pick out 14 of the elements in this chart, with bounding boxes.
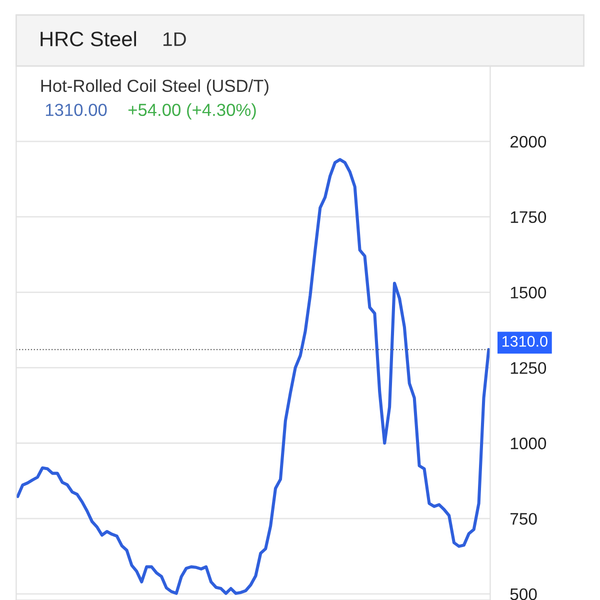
- y-tick-label: 1250: [510, 362, 546, 374]
- y-tick-label: 1000: [510, 438, 546, 450]
- text: Hot-Rolled Coil Steel (USD/T): [41, 79, 268, 96]
- y-tick-label: 2000: [510, 136, 546, 148]
- y-tick-label: 500: [510, 588, 537, 600]
- ref-line-label: 1310.0: [502, 336, 548, 347]
- y-tick-label: 1500: [510, 286, 546, 298]
- text: 1D: [163, 32, 186, 46]
- line-series: [16, 158, 490, 595]
- annotation: 1310.00: [46, 104, 107, 116]
- y-tick-label: 1750: [510, 211, 546, 224]
- annotation: +54.00 (+4.30%): [128, 103, 256, 120]
- y-tick-label: 750: [510, 512, 537, 525]
- chart-title: HRC Steel: [40, 31, 136, 46]
